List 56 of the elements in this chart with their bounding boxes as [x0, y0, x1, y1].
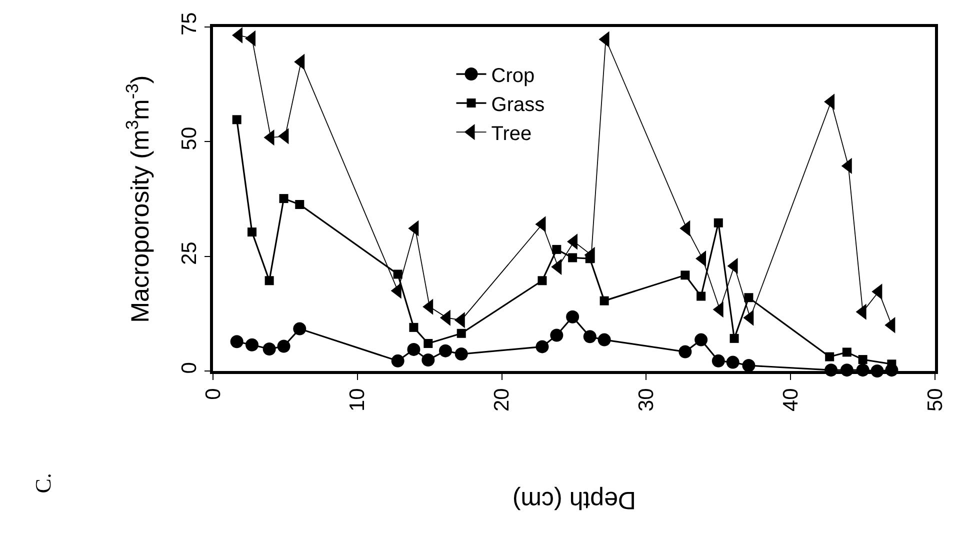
point	[264, 276, 274, 286]
point	[393, 270, 402, 279]
point	[583, 330, 596, 344]
point	[678, 345, 692, 358]
point	[566, 310, 580, 324]
x-tick-label: 40	[779, 388, 802, 412]
point	[454, 348, 468, 361]
x-tick-label: 30	[635, 388, 658, 412]
point	[550, 328, 564, 342]
point	[232, 115, 242, 124]
x-axis-title: Depth (cm)	[512, 486, 636, 514]
y-tick-label: 50	[178, 126, 201, 150]
point	[680, 270, 690, 280]
point	[536, 340, 549, 354]
point	[600, 296, 609, 306]
point	[295, 200, 304, 209]
point	[842, 348, 852, 357]
point	[742, 359, 756, 372]
point	[407, 342, 420, 356]
point	[438, 344, 452, 358]
point	[422, 353, 435, 366]
point	[424, 338, 433, 348]
point	[230, 335, 244, 348]
point	[744, 293, 754, 302]
point	[696, 292, 706, 301]
point	[552, 244, 562, 254]
x-tick-label: 10	[346, 388, 370, 412]
point	[694, 333, 708, 346]
y-tick-label: 75	[178, 12, 201, 36]
point	[568, 253, 578, 262]
point	[726, 356, 740, 369]
y-tick-label: 25	[178, 242, 201, 265]
point	[277, 340, 290, 353]
point	[391, 354, 404, 368]
point	[730, 334, 739, 343]
point	[262, 342, 276, 356]
point	[279, 194, 288, 204]
point	[245, 338, 258, 352]
point	[598, 333, 611, 346]
point	[293, 322, 306, 336]
x-tick-label: 50	[924, 388, 947, 412]
point	[825, 352, 834, 362]
point	[712, 354, 725, 368]
x-tick-label: 20	[490, 388, 514, 412]
legend-label: Crop	[491, 64, 535, 87]
text: C.	[30, 473, 56, 494]
y-tick-label: 0	[178, 362, 201, 374]
point	[858, 355, 868, 364]
point	[409, 322, 418, 332]
legend-label: Grass	[491, 94, 545, 116]
point	[247, 228, 256, 237]
point	[714, 218, 723, 228]
x-tick-label: 0	[202, 388, 225, 400]
legend-label: Tree	[491, 122, 532, 145]
point	[538, 276, 547, 286]
point	[456, 328, 466, 338]
